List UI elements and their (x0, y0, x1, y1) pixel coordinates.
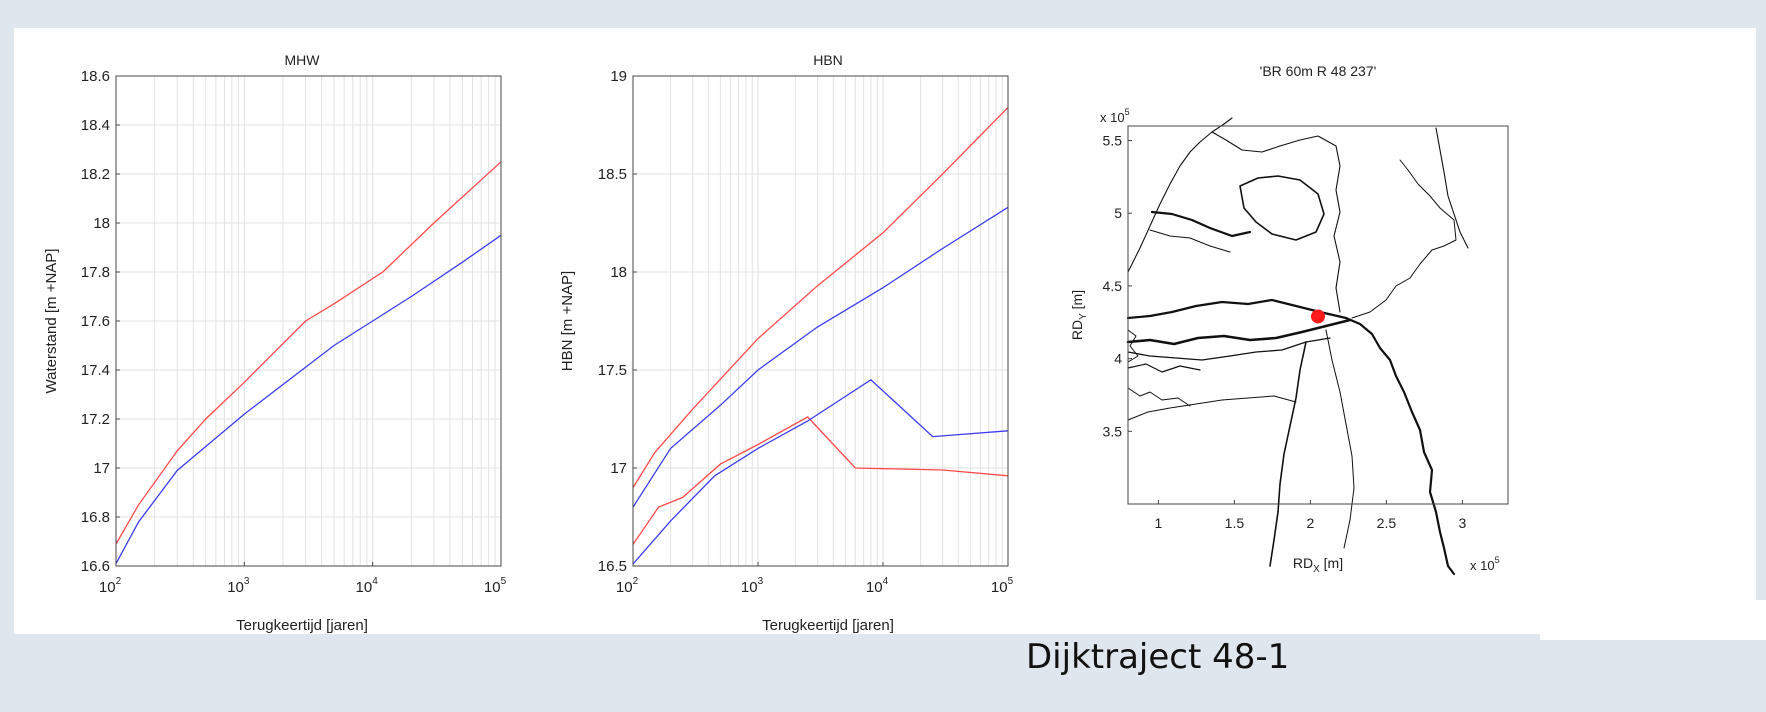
map-x-tick-label: 2.5 (1377, 515, 1397, 531)
map-exp-top: x 105 (1100, 107, 1130, 125)
hbn-axes-box (632, 75, 1009, 567)
location-marker (1311, 309, 1325, 324)
y-tick-label: 16.8 (81, 509, 110, 526)
lek-river (1126, 298, 1348, 320)
x-tick-label: 104 (866, 576, 889, 596)
y-tick-label: 18.5 (598, 166, 627, 183)
waal-river (1126, 318, 1352, 346)
series-line-red-0 (632, 106, 1009, 488)
hbn-title: HBN (813, 52, 843, 68)
y-tick-label: 17 (93, 460, 110, 477)
y-tick-label: 17.6 (81, 313, 110, 330)
series-line-red-2 (632, 416, 1009, 545)
x-tick-label: 103 (227, 576, 250, 596)
delta (1127, 387, 1191, 407)
mhw-chart: MHW 16.6 16.8 17 17.2 17.4 17.6 17.8 18 18.2 18.4… (43, 52, 507, 634)
rijn-upstream (1344, 316, 1456, 576)
flevoland (1239, 175, 1325, 241)
map-x-tick-label: 1 (1155, 515, 1163, 531)
coastline (1127, 117, 1233, 273)
y-tick-label: 18.2 (81, 166, 110, 183)
map-y-tick-label: 4.5 (1103, 278, 1123, 294)
x-tick-label: 102 (99, 576, 122, 596)
series-line-red-0 (115, 161, 502, 545)
map-y-tick-label: 3.5 (1103, 423, 1123, 439)
x-tick-label: 103 (741, 576, 764, 596)
hbn-y-label: HBN [m +NAP] (559, 271, 576, 371)
series-line-blue-3 (632, 378, 1009, 565)
mhw-y-ticks: 16.6 16.8 17 17.2 17.4 17.6 17.8 18 18.2 18.4 18.6 (81, 68, 120, 575)
y-tick-label: 16.5 (598, 558, 627, 575)
y-tick-label: 17.2 (81, 411, 110, 428)
map-x-ticks: 1 1.5 2 2.5 3 (1155, 500, 1467, 531)
map-y-tick-label: 4 (1114, 351, 1122, 367)
south-border (1127, 395, 1297, 421)
hbn-y-ticks: 16.5 17 17.5 18 18.5 19 (598, 68, 637, 575)
mhw-y-label: Waterstand [m +NAP] (43, 249, 60, 394)
hbn-x-label: Terugkeertijd [jaren] (762, 617, 894, 634)
x-tick-label: 104 (356, 576, 379, 596)
y-tick-label: 18 (610, 264, 627, 281)
y-tick-label: 17.4 (81, 362, 110, 379)
ijssel-river (1351, 159, 1457, 319)
location-map: 'BR 60m R 48 237' 3.5 4 4.5 5 5.5 1 1.5 2 2.5 3 (1069, 63, 1509, 576)
map-y-tick-label: 5 (1114, 205, 1122, 221)
y-tick-label: 17.8 (81, 264, 110, 281)
map-x-tick-label: 2 (1307, 515, 1315, 531)
y-tick-label: 19 (610, 68, 627, 85)
map-title: 'BR 60m R 48 237' (1260, 63, 1377, 79)
mhw-x-label: Terugkeertijd [jaren] (236, 617, 368, 634)
y-tick-label: 16.6 (81, 558, 110, 575)
maas-south-2 (1325, 329, 1355, 549)
series-line-blue-1 (632, 206, 1009, 508)
map-x-tick-label: 1.5 (1225, 515, 1245, 531)
caption: Dijktraject 48-1 (1026, 637, 1290, 677)
y-tick-label: 17.5 (598, 362, 627, 379)
noordzeekanaal (1149, 229, 1231, 253)
rivers-coastline (1126, 117, 1469, 576)
y-tick-label: 17 (610, 460, 627, 477)
hbn-series (632, 106, 1009, 565)
map-x-tick-label: 3 (1459, 515, 1467, 531)
east-river (1435, 127, 1469, 249)
y-tick-label: 18 (93, 215, 110, 232)
x-tick-label: 105 (991, 576, 1014, 596)
mhw-x-ticks: 102 103 104 105 (99, 562, 507, 596)
map-y-tick-label: 5.5 (1103, 133, 1123, 149)
hbn-x-ticks: 102 103 104 105 (616, 562, 1014, 596)
map-axes-box (1127, 125, 1509, 505)
y-tick-label: 18.6 (81, 68, 110, 85)
x-tick-label: 105 (484, 576, 507, 596)
map-exp-right: x 105 (1470, 555, 1500, 573)
mhw-grid (116, 76, 501, 566)
afsluitdijk (1150, 210, 1252, 238)
hbn-chart: HBN 16.5 17 17.5 18 18.5 19 102 103 104 105 Teru… (559, 52, 1014, 634)
map-y-ticks: 3.5 4 4.5 5 5.5 (1103, 133, 1132, 439)
west-delta (1127, 329, 1139, 363)
map-y-label: RDY [m] (1069, 290, 1089, 340)
y-tick-label: 18.4 (81, 117, 110, 134)
mhw-series (115, 161, 502, 564)
mhw-title: MHW (285, 52, 321, 68)
map-x-label: RDX [m] (1293, 555, 1343, 575)
x-tick-label: 102 (616, 576, 639, 596)
hollandsch-diep (1127, 363, 1201, 373)
maas-south (1269, 341, 1307, 567)
series-line-blue-1 (115, 234, 502, 564)
ijsselmeer-shore (1211, 131, 1341, 313)
maas-river (1127, 337, 1331, 361)
